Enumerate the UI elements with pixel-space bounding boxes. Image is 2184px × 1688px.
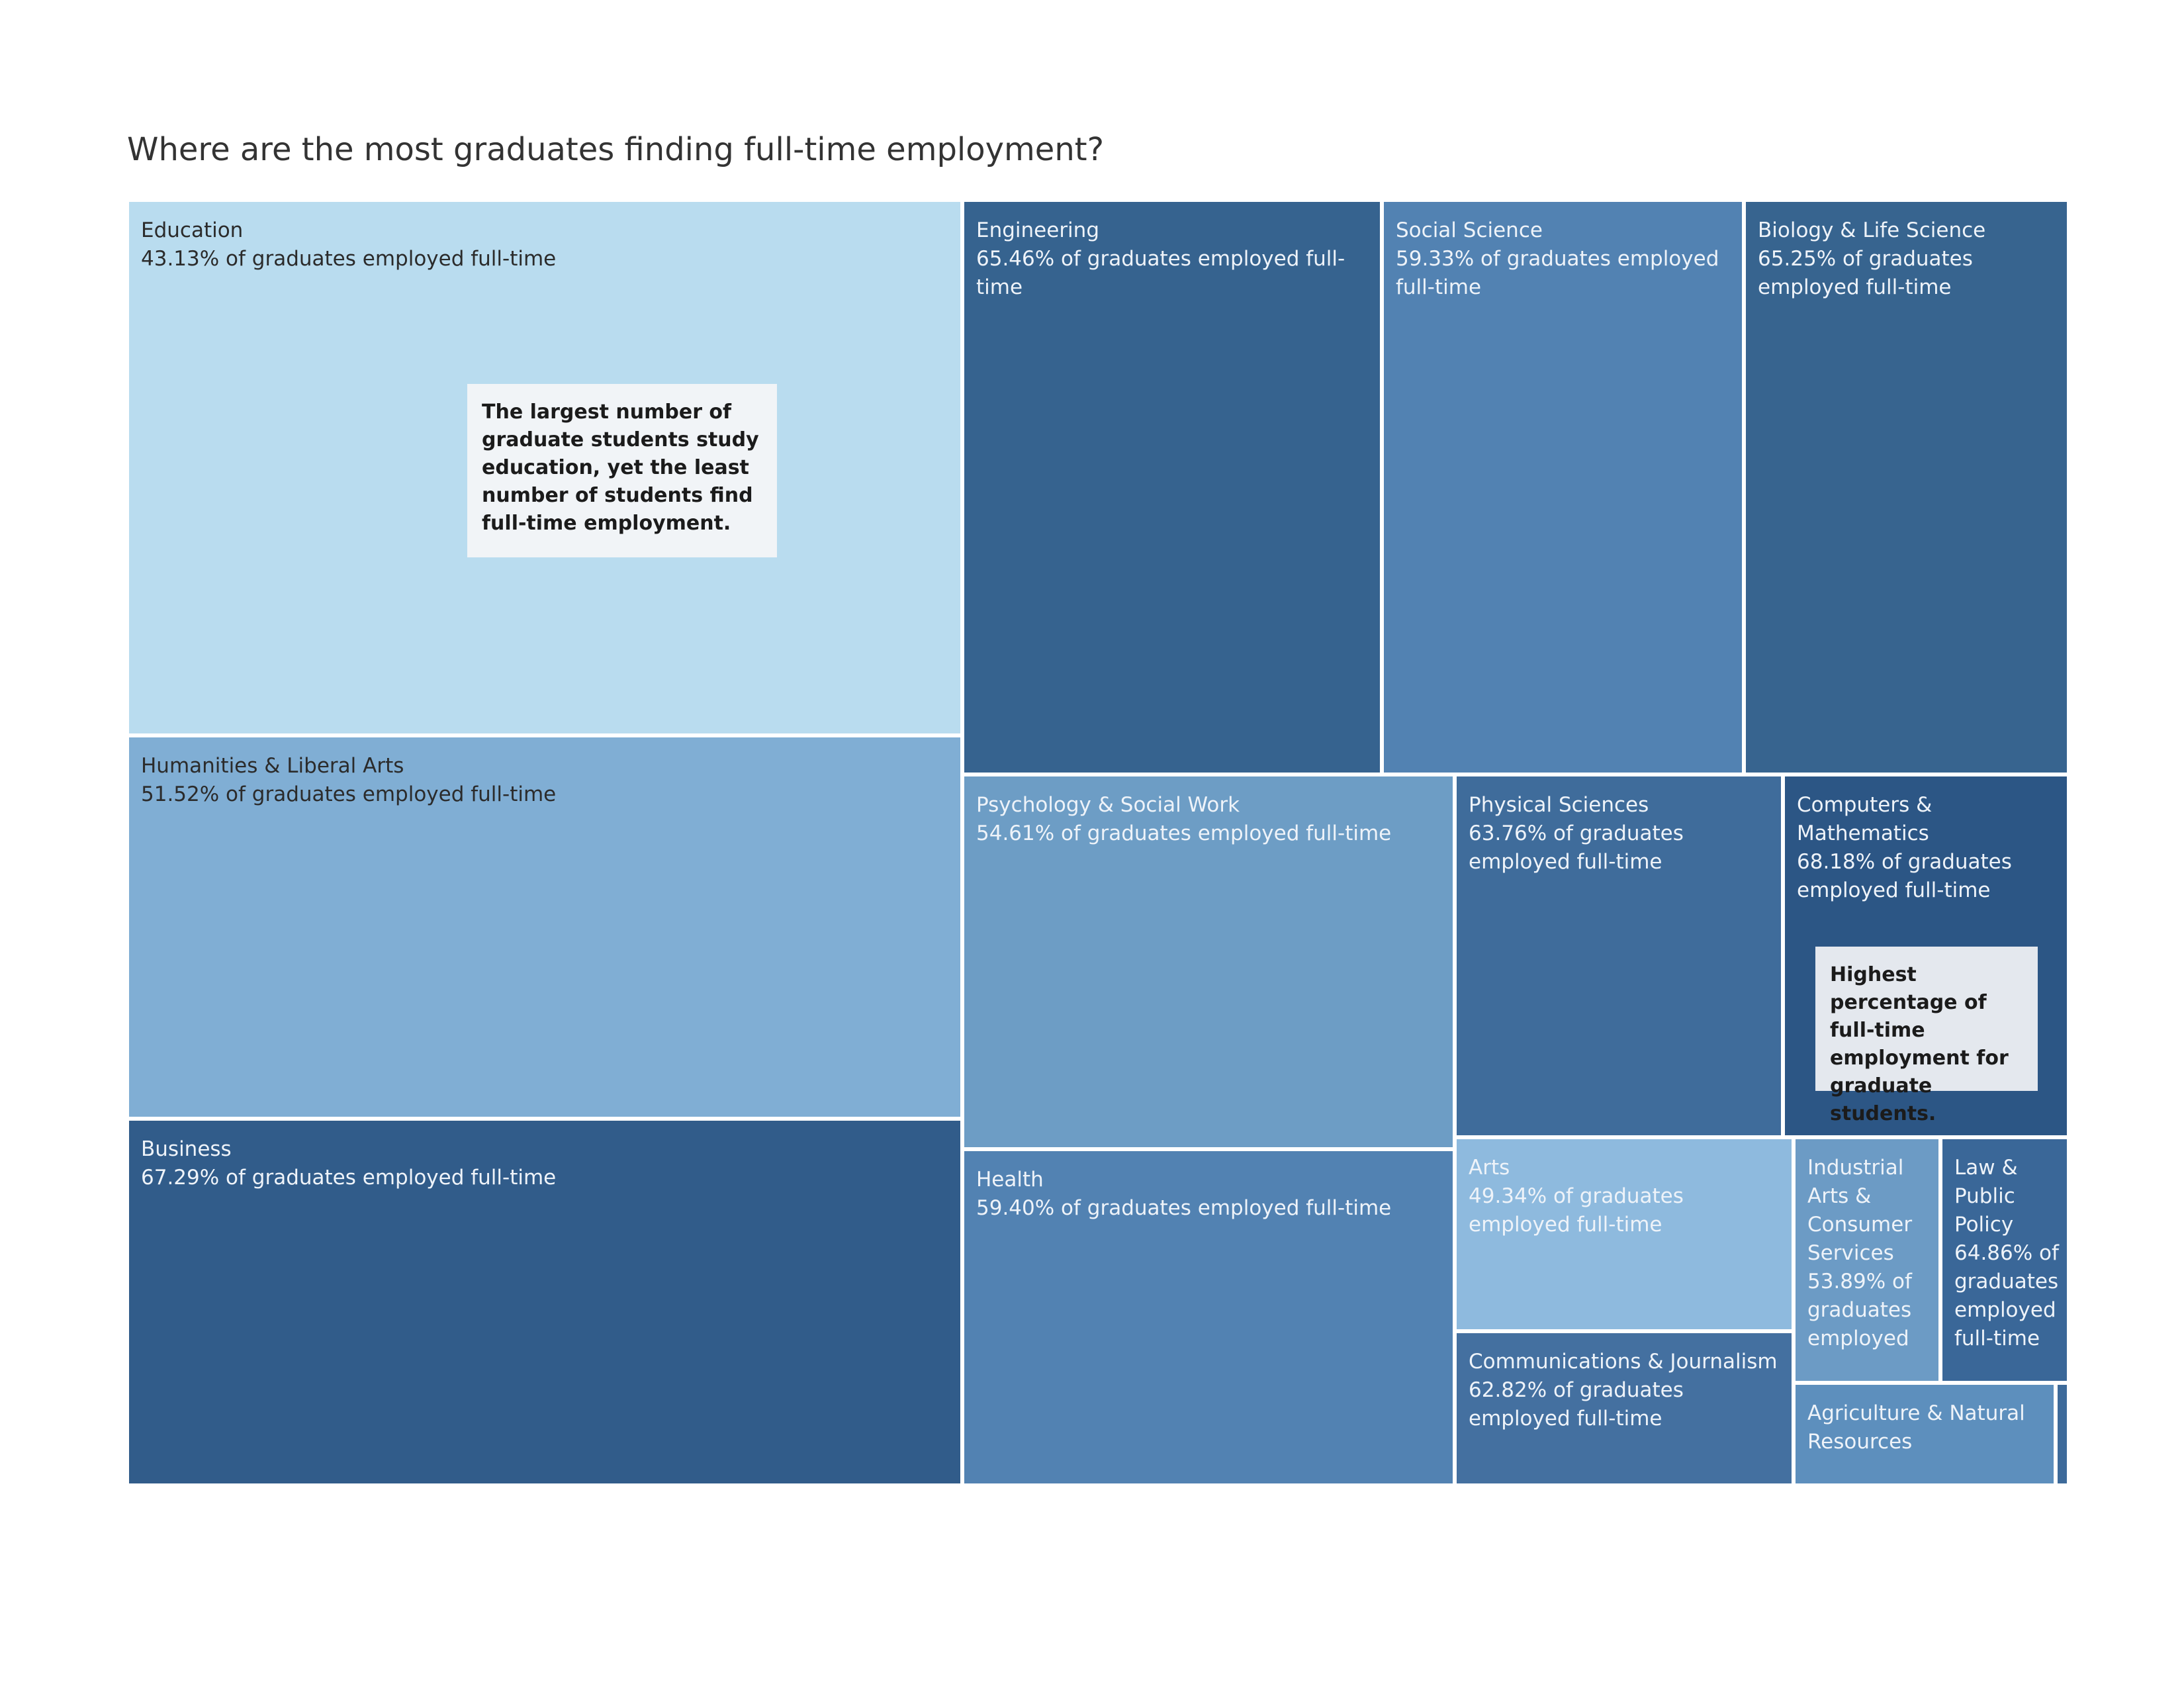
tile-label: Business 67.29% of graduates employed ful…: [141, 1135, 952, 1192]
category-value-label: 68.18% of graduates employed full-time: [1797, 850, 2012, 902]
tile-physical-sciences[interactable]: Physical Sciences 63.76% of graduates emp…: [1455, 774, 1783, 1137]
category-name: Computers & Mathematics: [1797, 793, 1933, 845]
category-value-label: 63.76% of graduates employed full-time: [1469, 821, 1684, 874]
tile-label: Humanities & Liberal Arts 51.52% of gradu…: [141, 752, 952, 809]
tile-industrial-arts-and-consumer-services[interactable]: Industrial Arts & Consumer Services 53.89…: [1794, 1137, 1940, 1383]
tile-psychology-and-social-work[interactable]: Psychology & Social Work 54.61% of gradua…: [962, 774, 1455, 1149]
tile-label: Arts 49.34% of graduates employed full-ti…: [1469, 1154, 1784, 1239]
category-value-label: 53.89% of graduates employed: [1807, 1270, 1912, 1350]
tile-label: Industrial Arts & Consumer Services 53.89…: [1807, 1154, 1931, 1353]
tile-business[interactable]: Business 67.29% of graduates employed ful…: [127, 1119, 962, 1485]
tile-humanities-and-liberal-arts[interactable]: Humanities & Liberal Arts 51.52% of gradu…: [127, 735, 962, 1119]
tile-label: Physical Sciences 63.76% of graduates emp…: [1469, 791, 1773, 876]
tile-health[interactable]: Health 59.40% of graduates employed full-…: [962, 1149, 1455, 1485]
annotation-computers-mathematics: Highest percentage of full-time employme…: [1815, 947, 2038, 1125]
category-value-label: 49.34% of graduates employed full-time: [1469, 1184, 1684, 1237]
tile-agriculture-and-natural-resources[interactable]: Agriculture & Natural Resources: [1794, 1383, 2056, 1485]
category-name: Engineering: [976, 218, 1099, 242]
chart-title: Where are the most graduates finding ful…: [127, 131, 1105, 168]
category-name: Education: [141, 218, 244, 242]
tile-label: Computers & Mathematics 68.18% of graduat…: [1797, 791, 2059, 905]
category-name: Biology & Life Science: [1758, 218, 1986, 242]
annotation-education: The largest number of graduate students …: [467, 384, 777, 557]
category-name: Social Science: [1396, 218, 1543, 242]
category-name: Psychology & Social Work: [976, 793, 1240, 817]
category-name: Law & Public Policy: [1954, 1156, 2018, 1237]
category-value-label: 65.46% of graduates employed full-time: [976, 247, 1345, 299]
tile-label: Psychology & Social Work 54.61% of gradua…: [976, 791, 1445, 848]
category-value-label: 67.29% of graduates employed full-time: [141, 1166, 557, 1190]
category-value-label: 59.33% of graduates employed full-time: [1396, 247, 1719, 299]
tile-communications-and-journalism[interactable]: Communications & Journalism 62.82% of gra…: [1455, 1331, 1794, 1485]
category-value-label: 64.86% of graduates employed full-time: [1954, 1241, 2059, 1350]
tile-arts[interactable]: Arts 49.34% of graduates employed full-ti…: [1455, 1137, 1794, 1331]
tile-unlabeled[interactable]: [2056, 1383, 2069, 1485]
category-value-label: 59.40% of graduates employed full-time: [976, 1196, 1392, 1220]
category-value-label: 54.61% of graduates employed full-time: [976, 821, 1392, 845]
category-value-label: 43.13% of graduates employed full-time: [141, 247, 557, 271]
category-name: Arts: [1469, 1156, 1510, 1180]
category-name: Industrial Arts & Consumer Services: [1807, 1156, 1913, 1265]
tile-law-and-public-policy[interactable]: Law & Public Policy 64.86% of graduates e…: [1940, 1137, 2069, 1383]
tile-label: Agriculture & Natural Resources: [1807, 1399, 2046, 1456]
category-name: Business: [141, 1137, 232, 1161]
tile-social-science[interactable]: Social Science 59.33% of graduates employ…: [1382, 200, 1744, 774]
category-value-label: 51.52% of graduates employed full-time: [141, 782, 557, 806]
tile-label: Education 43.13% of graduates employed fu…: [141, 216, 952, 273]
category-name: Agriculture & Natural Resources: [1807, 1401, 2025, 1454]
tile-label: Social Science 59.33% of graduates employ…: [1396, 216, 1734, 302]
category-value-label: 62.82% of graduates employed full-time: [1469, 1378, 1684, 1430]
category-name: Physical Sciences: [1469, 793, 1649, 817]
tile-biology-and-life-science[interactable]: Biology & Life Science 65.25% of graduate…: [1744, 200, 2069, 774]
tile-engineering[interactable]: Engineering 65.46% of graduates employed …: [962, 200, 1382, 774]
category-name: Humanities & Liberal Arts: [141, 754, 404, 778]
category-name: Communications & Journalism: [1469, 1350, 1778, 1374]
tile-label: Biology & Life Science 65.25% of graduate…: [1758, 216, 2059, 302]
tile-label: Health 59.40% of graduates employed full-…: [976, 1166, 1445, 1223]
tile-label: Law & Public Policy 64.86% of graduates e…: [1954, 1154, 2059, 1353]
tile-label: Engineering 65.46% of graduates employed …: [976, 216, 1372, 302]
category-name: Health: [976, 1168, 1044, 1192]
tile-label: Communications & Journalism 62.82% of gra…: [1469, 1348, 1784, 1433]
category-value-label: 65.25% of graduates employed full-time: [1758, 247, 1973, 299]
